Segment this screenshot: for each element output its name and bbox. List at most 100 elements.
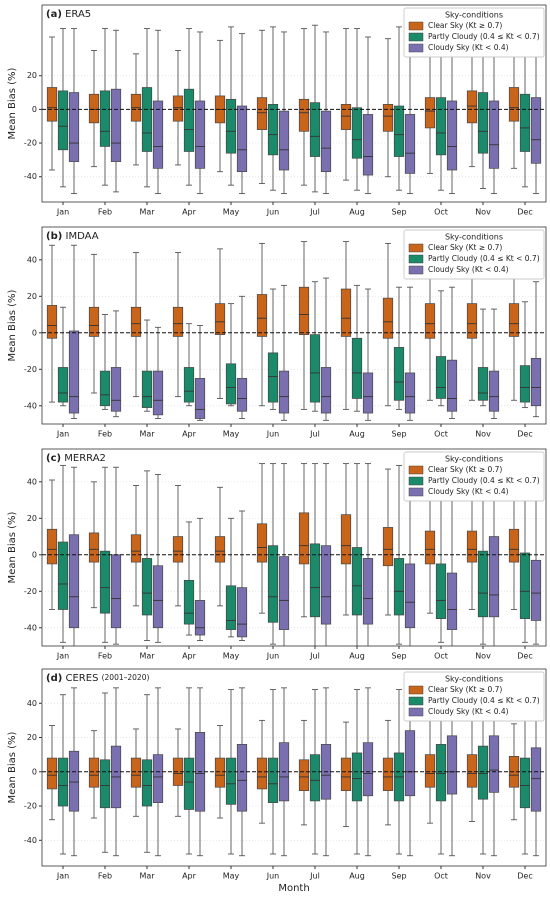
y-tick-label: -40 xyxy=(24,623,37,632)
y-tick-label: 40 xyxy=(27,477,37,486)
x-axis-label: Month xyxy=(278,883,309,894)
box xyxy=(435,744,447,802)
box xyxy=(214,757,226,788)
box xyxy=(267,757,279,803)
box xyxy=(225,585,237,630)
y-tick-label: -20 xyxy=(24,587,37,596)
box xyxy=(404,563,416,629)
x-tick-label: May xyxy=(223,430,240,439)
box xyxy=(88,306,100,337)
box xyxy=(298,98,310,132)
box xyxy=(225,363,237,405)
box xyxy=(382,527,394,567)
x-tick-label: Feb xyxy=(98,872,112,881)
y-tick-label: -20 xyxy=(24,365,37,374)
box xyxy=(256,523,268,563)
y-tick-label: -20 xyxy=(24,139,37,148)
x-tick-label: Aug xyxy=(349,652,365,661)
legend-swatch xyxy=(408,254,424,264)
legend-title: Sky-conditions xyxy=(445,675,503,684)
box xyxy=(256,757,268,790)
legend-label: Partly Cloudy (0.4 ≤ Kt < 0.7) xyxy=(428,696,540,705)
box xyxy=(267,545,279,623)
y-tick-label: 0 xyxy=(32,550,37,559)
box xyxy=(172,536,184,563)
panel-title: (a) ERA5 xyxy=(46,9,91,20)
box xyxy=(256,97,268,130)
box xyxy=(309,334,321,403)
x-tick-label: Jan xyxy=(56,652,69,661)
x-tick-label: Mar xyxy=(139,208,155,217)
box xyxy=(362,742,374,797)
box xyxy=(298,759,310,791)
plot-frame xyxy=(41,226,547,425)
box xyxy=(110,88,122,162)
box xyxy=(424,530,436,565)
box xyxy=(424,754,436,788)
box xyxy=(57,757,69,807)
legend-box xyxy=(403,229,545,280)
box xyxy=(183,88,195,152)
box xyxy=(99,90,111,147)
box xyxy=(68,92,80,162)
box xyxy=(99,759,111,809)
x-tick-label: Sep xyxy=(391,208,406,217)
box xyxy=(236,378,248,412)
legend-swatch xyxy=(408,243,424,253)
box xyxy=(130,757,142,788)
panel-title: (d) CERES (2001–2020) xyxy=(46,673,149,684)
box xyxy=(446,735,458,795)
x-tick-label: May xyxy=(223,208,240,217)
legend-box xyxy=(403,7,545,58)
box xyxy=(519,757,531,809)
x-tick-label: Feb xyxy=(98,652,112,661)
box xyxy=(99,370,111,407)
y-tick-label: -20 xyxy=(24,802,37,811)
box xyxy=(435,563,447,619)
box xyxy=(519,365,531,403)
y-tick-label: -40 xyxy=(24,172,37,181)
legend-label: Clear Sky (Kt ≥ 0.7) xyxy=(428,21,502,30)
box xyxy=(214,536,226,563)
legend-swatch xyxy=(408,707,424,717)
x-tick-label: Feb xyxy=(98,208,112,217)
box xyxy=(530,747,542,812)
legend-swatch xyxy=(408,685,424,695)
x-tick-label: Apr xyxy=(182,872,197,881)
panel-name: ERA5 xyxy=(65,9,91,20)
x-tick-label: Sep xyxy=(391,430,406,439)
x-tick-label: Nov xyxy=(475,208,491,217)
legend-label: Cloudy Sky (Kt < 0.4) xyxy=(428,265,509,274)
box xyxy=(57,90,69,151)
x-tick-label: Mar xyxy=(139,872,155,881)
x-tick-label: Sep xyxy=(391,652,406,661)
box xyxy=(152,370,164,416)
box xyxy=(351,107,363,159)
panel-name: MERRA2 xyxy=(64,453,106,464)
box xyxy=(194,378,206,419)
box xyxy=(141,370,153,408)
x-tick-label: Jul xyxy=(309,208,320,217)
panel: -40 -20 0 20 40 Mean Bias (%) Jan Feb Mar Apr May J… xyxy=(7,226,547,439)
legend-title: Sky-conditions xyxy=(445,455,503,464)
box xyxy=(130,534,142,563)
panel-label: (c) xyxy=(46,453,61,464)
box xyxy=(57,367,69,403)
box xyxy=(435,97,447,156)
box xyxy=(46,305,58,339)
box xyxy=(477,92,489,154)
legend-swatch xyxy=(408,265,424,275)
box xyxy=(267,103,279,156)
y-axis-label: Mean Bias (%) xyxy=(7,511,18,583)
legend-swatch xyxy=(408,476,424,486)
legend-swatch xyxy=(408,487,424,497)
y-tick-label: 40 xyxy=(27,255,37,264)
box xyxy=(508,528,520,563)
box xyxy=(340,288,352,337)
box xyxy=(351,752,363,802)
y-axis-label: Mean Bias (%) xyxy=(7,731,18,803)
legend-label: Cloudy Sky (Kt < 0.4) xyxy=(428,487,509,496)
box xyxy=(172,95,184,122)
panel-subtitle: (2001–2020) xyxy=(102,673,150,682)
x-tick-label: Nov xyxy=(475,430,491,439)
